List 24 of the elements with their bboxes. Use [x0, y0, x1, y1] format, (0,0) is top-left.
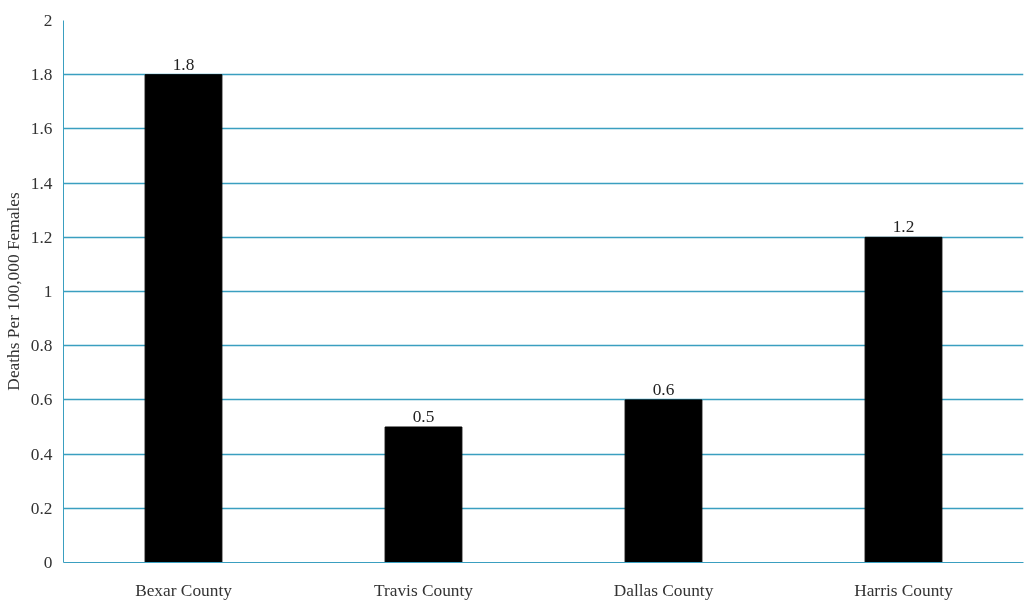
data-label: 0.5 [412, 407, 435, 426]
x-tick-label: Travis County [373, 580, 474, 600]
y-tick-label: 1 [43, 282, 53, 301]
bar [624, 399, 703, 563]
x-tick-label: Dallas County [613, 580, 714, 600]
bar [384, 426, 463, 563]
y-tick-label: 1.4 [30, 173, 53, 193]
y-tick-label: 0.8 [30, 336, 53, 356]
y-tick-label: 1.6 [30, 119, 53, 139]
y-tick-label: 1.8 [30, 65, 53, 85]
data-label: 1.2 [892, 217, 915, 237]
y-tick-label: 0.2 [30, 498, 53, 518]
bar [864, 236, 943, 563]
data-label: 0.6 [652, 379, 675, 399]
y-tick-label: 0.6 [30, 390, 53, 410]
bar [144, 74, 223, 563]
y-tick-label: 2 [43, 11, 53, 30]
x-tick-label: Bexar County [135, 580, 233, 600]
y-axis-title: Deaths Per 100,000 Females [3, 192, 23, 391]
y-tick-label: 0.4 [30, 444, 53, 464]
data-label: 1.8 [172, 54, 195, 74]
y-tick-label: 0 [43, 553, 53, 572]
y-tick-label: 1.2 [30, 227, 53, 247]
x-tick-label: Harris County [854, 580, 954, 600]
